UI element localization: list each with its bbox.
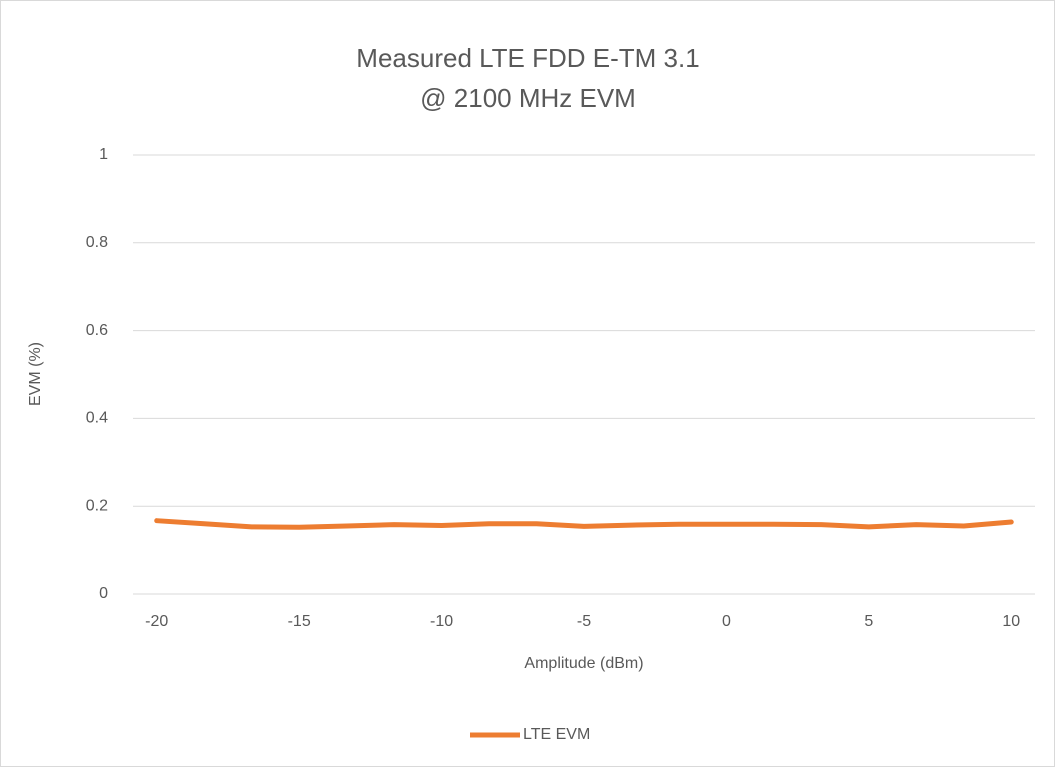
y-axis-label: EVM (%) bbox=[27, 342, 44, 406]
x-tick-label: -5 bbox=[577, 613, 591, 630]
x-tick-label: 5 bbox=[864, 613, 873, 630]
y-tick-label: 0.4 bbox=[86, 410, 108, 427]
y-tick-label: 0.2 bbox=[86, 497, 108, 514]
data-line bbox=[154, 518, 1014, 530]
y-tick-label: 0.8 bbox=[86, 234, 108, 251]
x-tick-label: -10 bbox=[430, 613, 453, 630]
y-tick-label: 0.6 bbox=[86, 322, 108, 339]
x-tick-label: 10 bbox=[1002, 613, 1020, 630]
chart-title: @ 2100 MHz EVM bbox=[420, 83, 636, 113]
y-tick-label: 1 bbox=[99, 146, 108, 163]
chart-title: Measured LTE FDD E-TM 3.1 bbox=[356, 43, 699, 73]
x-tick-label: -15 bbox=[288, 613, 311, 630]
y-tick-label: 0 bbox=[99, 585, 108, 602]
x-tick-label: -20 bbox=[145, 613, 168, 630]
x-tick-label: 0 bbox=[722, 613, 731, 630]
x-axis-label: Amplitude (dBm) bbox=[524, 655, 643, 672]
legend-label: LTE EVM bbox=[523, 726, 590, 743]
